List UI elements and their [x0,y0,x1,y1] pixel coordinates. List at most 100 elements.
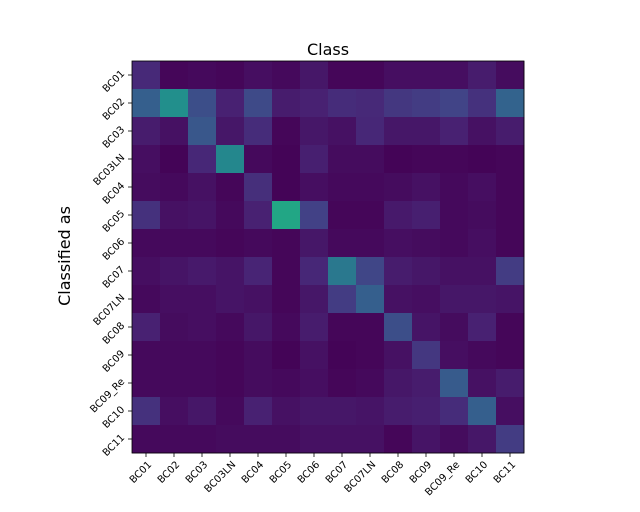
heatmap-cell-bc03ln-bc06 [300,145,329,174]
heatmap-cell-bc05-bc03 [188,201,217,230]
heatmap-cell-bc03ln-bc09_re [440,145,469,174]
heatmap-cell-bc10-bc07ln [356,397,385,426]
heatmap-cell-bc03ln-bc04 [244,145,273,174]
y-tick-label: BC07LN [92,292,128,328]
heatmap-cell-bc09-bc06 [300,341,329,370]
heatmap-cell-bc04-bc01 [132,173,161,202]
heatmap-cell-bc03ln-bc03ln [216,145,245,174]
heatmap-cell-bc05-bc09_re [440,201,469,230]
heatmap-cell-bc08-bc03ln [216,313,245,342]
heatmap-cell-bc02-bc04 [244,89,273,118]
heatmap-cell-bc04-bc08 [384,173,413,202]
heatmap-cell-bc03ln-bc02 [160,145,189,174]
heatmap-cell-bc09-bc03 [188,341,217,370]
heatmap-cell-bc03ln-bc11 [496,145,525,174]
heatmap-cell-bc07-bc04 [244,257,273,286]
heatmap-cell-bc04-bc05 [272,173,301,202]
heatmap-cell-bc07ln-bc03 [188,285,217,314]
heatmap-cell-bc08-bc05 [272,313,301,342]
heatmap-cell-bc06-bc07ln [356,229,385,258]
heatmap-cell-bc06-bc03ln [216,229,245,258]
heatmap-cell-bc07-bc06 [300,257,329,286]
heatmap-cell-bc07ln-bc09_re [440,285,469,314]
heatmap-cell-bc06-bc05 [272,229,301,258]
x-tick-label: BC09 [408,459,434,485]
heatmap-cell-bc03-bc04 [244,117,273,146]
heatmap-cell-bc04-bc09_re [440,173,469,202]
chart-title: Class [307,40,349,59]
heatmap-cell-bc09-bc09_re [440,341,469,370]
heatmap-cell-bc08-bc11 [496,313,525,342]
heatmap-cell-bc09_re-bc09_re [440,369,469,398]
heatmap-cell-bc10-bc01 [132,397,161,426]
heatmap-cell-bc07-bc11 [496,257,525,286]
heatmap-cell-bc09-bc08 [384,341,413,370]
heatmap-cell-bc10-bc04 [244,397,273,426]
heatmap-cell-bc01-bc05 [272,61,301,90]
heatmap-cell-bc10-bc07 [328,397,357,426]
heatmap-cell-bc05-bc05 [272,201,301,230]
y-axis-label: Classified as [55,206,74,306]
heatmap-cell-bc04-bc07ln [356,173,385,202]
heatmap-cell-bc07-bc09 [412,257,441,286]
heatmap-cell-bc08-bc08 [384,313,413,342]
heatmap-cell-bc06-bc04 [244,229,273,258]
heatmap-cell-bc10-bc03ln [216,397,245,426]
heatmap-cell-bc01-bc10 [468,61,497,90]
heatmap-cell-bc03ln-bc03 [188,145,217,174]
heatmap-cell-bc03ln-bc08 [384,145,413,174]
heatmap-cell-bc09_re-bc10 [468,369,497,398]
heatmap-cell-bc01-bc09_re [440,61,469,90]
heatmap-cell-bc07ln-bc05 [272,285,301,314]
heatmap-cell-bc07ln-bc01 [132,285,161,314]
heatmap-cell-bc09_re-bc05 [272,369,301,398]
heatmap-cell-bc06-bc01 [132,229,161,258]
heatmap-cell-bc09-bc07ln [356,341,385,370]
heatmap-cell-bc06-bc03 [188,229,217,258]
heatmap-cell-bc02-bc09_re [440,89,469,118]
heatmap-cell-bc03-bc03 [188,117,217,146]
heatmap-cell-bc01-bc02 [160,61,189,90]
heatmap-cell-bc07ln-bc08 [384,285,413,314]
heatmap-cell-bc02-bc03ln [216,89,245,118]
heatmap-cell-bc04-bc09 [412,173,441,202]
heatmap-cell-bc11-bc03 [188,425,217,454]
heatmap-cell-bc05-bc03ln [216,201,245,230]
heatmap-cell-bc03-bc02 [160,117,189,146]
heatmap-cell-bc03ln-bc01 [132,145,161,174]
x-tick-label: BC03 [184,459,210,485]
heatmap-cell-bc11-bc11 [496,425,525,454]
heatmap-cell-bc08-bc04 [244,313,273,342]
heatmap-cell-bc03ln-bc10 [468,145,497,174]
heatmap-cell-bc03-bc11 [496,117,525,146]
heatmap-cell-bc01-bc07 [328,61,357,90]
heatmap-cell-bc08-bc09_re [440,313,469,342]
heatmap-cell-bc07-bc07ln [356,257,385,286]
y-tick-label: BC07 [101,264,127,290]
heatmap-cell-bc10-bc09_re [440,397,469,426]
heatmap-cell-bc07ln-bc07 [328,285,357,314]
heatmap-cell-bc01-bc03ln [216,61,245,90]
heatmap-cell-bc09-bc10 [468,341,497,370]
heatmap-cell-bc07-bc10 [468,257,497,286]
heatmap-cell-bc08-bc10 [468,313,497,342]
x-tick-label: BC07 [324,459,350,485]
heatmap-cell-bc02-bc11 [496,89,525,118]
heatmap-cell-bc07-bc07 [328,257,357,286]
heatmap-cell-bc03-bc08 [384,117,413,146]
heatmap-cell-bc07-bc01 [132,257,161,286]
x-tick-label: BC04 [240,459,266,485]
heatmap-cell-bc11-bc07ln [356,425,385,454]
x-tick-label: BC01 [128,459,154,485]
x-tick-label: BC11 [492,459,518,485]
heatmap-cell-bc07-bc03 [188,257,217,286]
heatmap-cell-bc09_re-bc11 [496,369,525,398]
heatmap-cell-bc09_re-bc07ln [356,369,385,398]
heatmap-cell-bc09-bc11 [496,341,525,370]
heatmap-cell-bc02-bc03 [188,89,217,118]
heatmap-cell-bc07ln-bc04 [244,285,273,314]
heatmap-cell-bc11-bc10 [468,425,497,454]
heatmap-cell-bc08-bc06 [300,313,329,342]
heatmap-cell-bc05-bc08 [384,201,413,230]
heatmap-cell-bc01-bc03 [188,61,217,90]
